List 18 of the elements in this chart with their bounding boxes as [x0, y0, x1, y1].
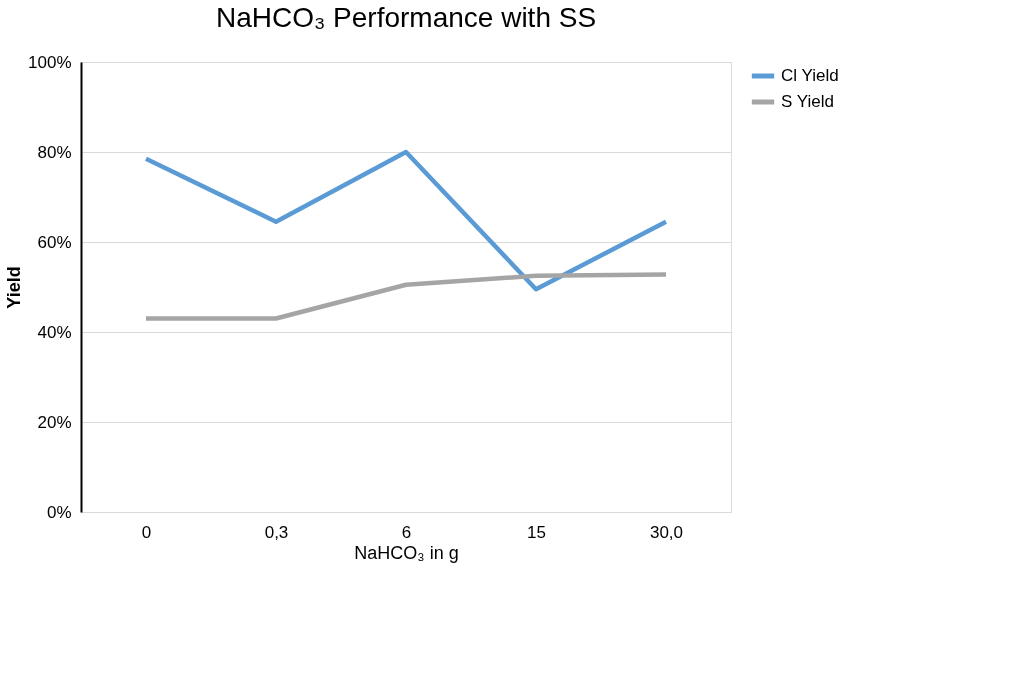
x-tick-label: 15 [527, 522, 546, 542]
legend-label: Cl Yield [781, 66, 839, 85]
y-tick-label: 80% [37, 142, 72, 162]
chart-title: NaHCO₃ Performance with SS [215, 2, 597, 33]
y-tick-label: 20% [37, 412, 72, 432]
x-tick-label: 6 [401, 522, 412, 542]
legend-label: S Yield [781, 92, 834, 111]
y-axis-title: Yield [4, 266, 25, 309]
y-tick-label: 60% [37, 232, 72, 252]
x-tick-label: 0,3 [264, 522, 289, 542]
y-tick-label: 100% [28, 52, 72, 72]
x-tick-label: 30,0 [649, 522, 684, 542]
y-tick-label: 0% [46, 502, 72, 522]
line-series [143, 149, 669, 292]
x-tick-label: 0 [141, 522, 152, 542]
y-tick-label: 40% [37, 322, 72, 342]
x-axis-title: NaHCO₃ in g [354, 542, 459, 563]
line-series [143, 272, 669, 321]
